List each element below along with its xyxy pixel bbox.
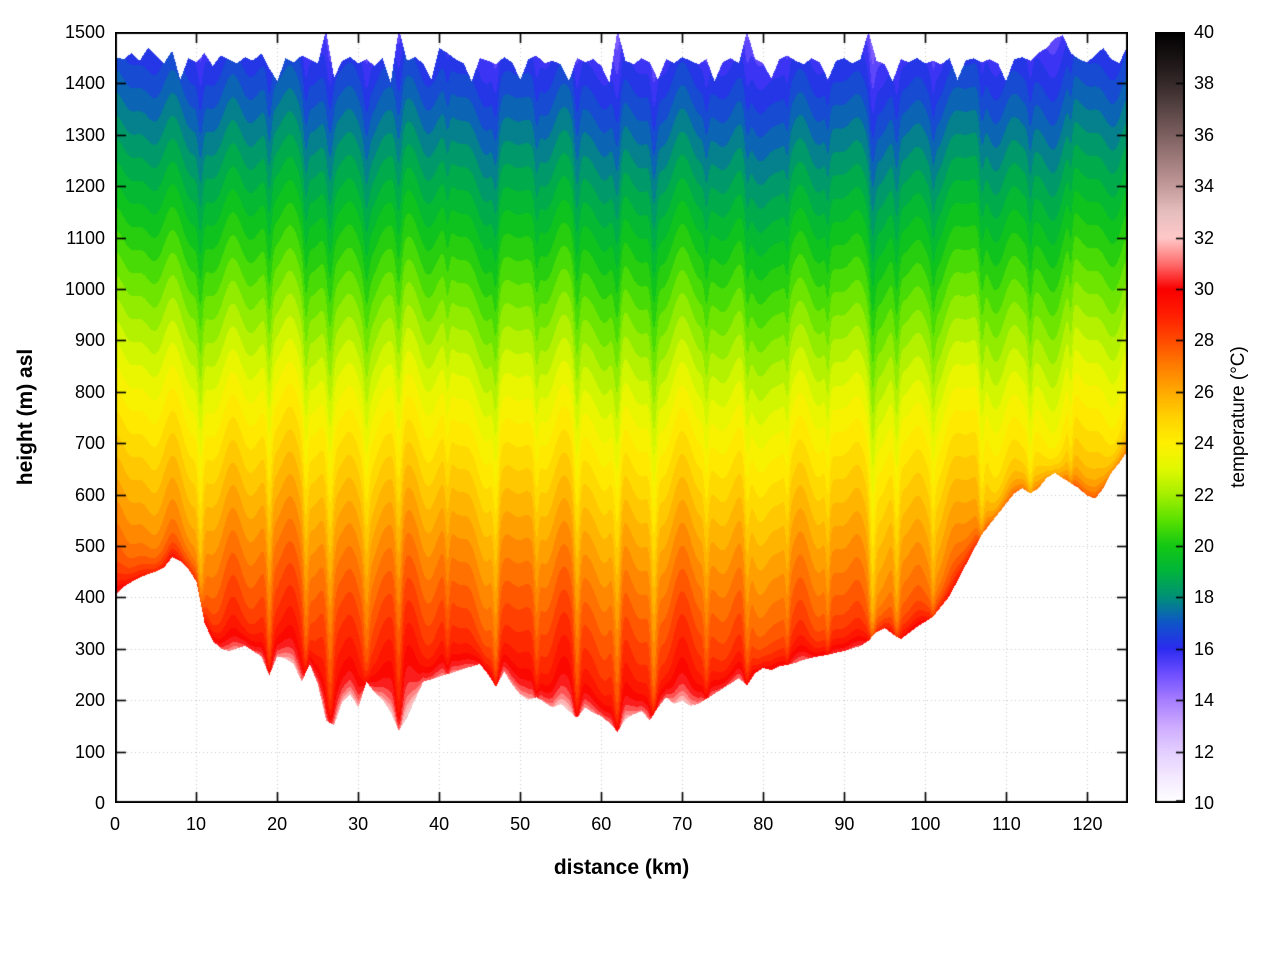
x-tick-label: 70 [672, 814, 693, 834]
colorbar-tick-label: 40 [1194, 22, 1215, 42]
y-tick-label: 1400 [64, 73, 105, 94]
y-tick-label: 700 [74, 433, 105, 454]
colorbar-tick-label: 36 [1194, 124, 1215, 145]
x-tick-label: 0 [109, 814, 120, 834]
colorbar-tick-label: 20 [1194, 536, 1215, 556]
colorbar-tick-label: 32 [1194, 227, 1215, 248]
y-tick-label: 1200 [64, 176, 105, 197]
y-tick-label: 1300 [64, 124, 105, 145]
x-tick-label: 100 [910, 814, 941, 834]
x-tick-label: 110 [992, 814, 1021, 834]
x-tick-label: 120 [1072, 814, 1103, 834]
colorbar-tick-label: 30 [1194, 279, 1215, 299]
x-tick-label: 80 [753, 814, 774, 834]
y-tick-label: 900 [74, 330, 105, 351]
colorbar-tick-label: 24 [1194, 433, 1215, 454]
y-tick-label: 100 [74, 741, 105, 762]
y-tick-label: 400 [74, 587, 105, 608]
y-tick-label: 500 [74, 536, 105, 556]
x-tick-label: 90 [834, 814, 855, 834]
y-tick-label: 600 [74, 484, 105, 505]
colorbar-tick-label: 14 [1194, 690, 1215, 711]
colorbar-tick-label: 26 [1194, 381, 1215, 402]
colorbar-tick-label: 28 [1194, 330, 1215, 351]
x-tick-label: 30 [348, 814, 369, 834]
colorbar-title: temperature (°C) [1228, 346, 1249, 488]
y-tick-label: 1500 [64, 22, 105, 42]
colorbar-tick-label: 16 [1194, 638, 1215, 659]
colorbar-tick-label: 38 [1194, 73, 1215, 94]
x-tick-label: 50 [510, 814, 531, 834]
x-tick-label: 10 [186, 814, 207, 834]
colorbar-tick-label: 22 [1194, 484, 1215, 505]
colorbar-tick-label: 34 [1194, 176, 1215, 197]
colorbar-tick-label: 18 [1194, 587, 1215, 608]
x-tick-label: 60 [591, 814, 612, 834]
y-tick-label: 1100 [66, 227, 105, 248]
y-tick-label: 300 [74, 638, 105, 659]
x-tick-label: 40 [429, 814, 450, 834]
y-tick-label: 1000 [64, 279, 105, 299]
y-tick-label: 0 [94, 793, 105, 813]
colorbar-tick-label: 10 [1194, 793, 1215, 813]
colorbar [1155, 32, 1185, 803]
y-axis-title: height (m) asl [14, 348, 37, 486]
colorbar-tick-label: 12 [1194, 741, 1215, 762]
y-tick-label: 200 [74, 690, 105, 711]
heatmap-plot-area [115, 32, 1128, 803]
x-axis-title: distance (km) [553, 856, 690, 879]
x-tick-label: 20 [267, 814, 288, 834]
y-tick-label: 800 [74, 381, 105, 402]
